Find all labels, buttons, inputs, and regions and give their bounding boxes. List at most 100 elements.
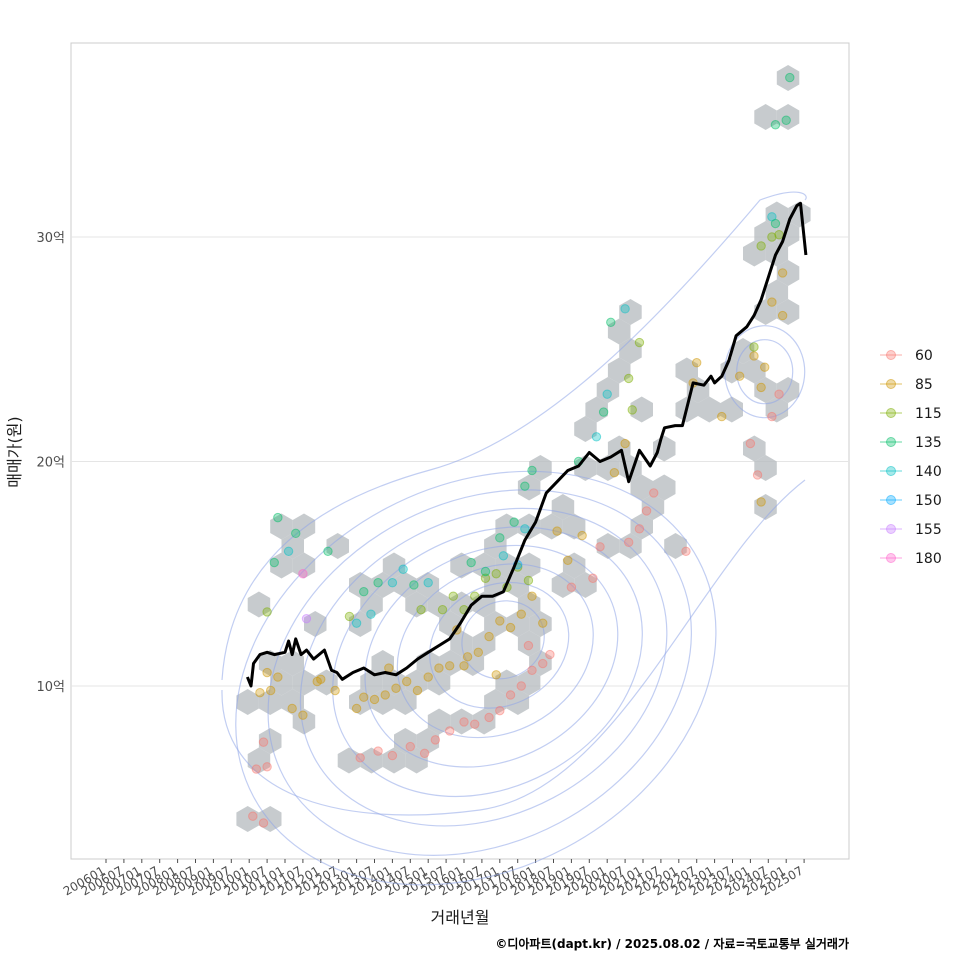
hexbin-cell — [258, 728, 282, 754]
y-tick-label: 10억 — [36, 680, 65, 695]
scatter-point — [373, 578, 383, 588]
scatter-point — [620, 438, 630, 449]
hexbin-cell — [472, 708, 496, 735]
gridlines — [71, 236, 849, 687]
chart-caption: ©디아파트(dapt.kr) / 2025.08.02 / 자료=국토교통부 실… — [495, 936, 849, 951]
scatter-point — [623, 373, 634, 384]
scatter-point — [520, 524, 530, 534]
density-contour — [299, 507, 668, 827]
legend: 60 85 115 135 140 150 155 180 — [880, 348, 942, 567]
hexbin-cell — [450, 552, 473, 579]
scatter-point — [462, 652, 473, 662]
scatter-point — [273, 512, 283, 523]
scatter-point — [283, 546, 294, 556]
hexbin-cell — [574, 572, 597, 598]
scatter-point — [262, 607, 272, 617]
scatter-point — [566, 582, 577, 592]
scatter-point — [774, 389, 784, 399]
density-contour — [221, 191, 807, 681]
hexbin-cell — [405, 669, 428, 696]
scatter-point — [423, 672, 433, 682]
density-contour-layer — [221, 191, 807, 886]
legend-key-point — [886, 408, 896, 418]
legend-key-point — [886, 524, 896, 534]
hexbin-cell — [427, 591, 451, 618]
hexbin-cell — [416, 572, 440, 598]
scatter-point — [591, 432, 602, 442]
scatter-point — [767, 411, 777, 422]
scatter-point — [527, 591, 537, 601]
scatter-point — [777, 310, 788, 321]
hexbin-cell — [258, 806, 282, 832]
scatter-point — [355, 753, 365, 763]
hexbin-cell — [292, 669, 316, 696]
scatter-point — [351, 703, 362, 714]
hexbin-cell — [776, 65, 800, 91]
hexbin-cell — [776, 299, 800, 325]
hexbin-cell — [754, 221, 777, 247]
hexbin-cell — [349, 572, 372, 598]
scatter-point — [620, 304, 630, 314]
scatter-point — [495, 533, 505, 543]
legend-key-point — [886, 466, 896, 476]
scatter-point — [692, 358, 702, 368]
scatter-point — [423, 578, 433, 588]
scatter-point — [470, 719, 480, 729]
scatter-point — [498, 551, 509, 561]
scatter-point — [459, 717, 469, 727]
legend-label: 115 — [915, 406, 942, 422]
hexbin-cell — [484, 611, 507, 637]
scatter-point — [419, 748, 430, 759]
scatter-point — [301, 613, 312, 624]
scatter-point — [448, 591, 458, 601]
scatter-point — [770, 120, 781, 130]
hexbin-cell — [788, 201, 811, 228]
scatter-point — [756, 241, 766, 251]
scatter-point — [681, 546, 691, 556]
hexbin-cell — [743, 435, 766, 462]
scatter-point — [258, 737, 269, 747]
scatter-point — [760, 362, 770, 372]
scatter-point — [505, 690, 516, 700]
scatter-point — [785, 72, 795, 83]
scatter-point — [380, 690, 390, 700]
legend-label: 85 — [915, 377, 933, 393]
hexbin-cell — [315, 669, 338, 696]
scatter-point — [359, 692, 369, 702]
y-axis-tick-labels: 10억 20억 30억 — [36, 231, 65, 695]
scatter-point — [649, 488, 659, 498]
scatter-point — [437, 604, 448, 615]
hexbin-cell — [270, 669, 293, 696]
hexbin-cell — [754, 494, 777, 520]
hexbin-cell — [574, 416, 597, 442]
hexbin-cell — [495, 513, 518, 540]
density-contour — [332, 526, 643, 798]
scatter-point — [516, 609, 526, 619]
hexbin-cell — [529, 455, 552, 481]
density-contour — [364, 544, 619, 768]
x-axis-tick-labels: 2006012006072007012007072008012008072009… — [61, 859, 806, 899]
y-axis-title: 매매가(원) — [5, 416, 24, 487]
scatter-point — [774, 230, 784, 240]
legend-label: 150 — [915, 493, 942, 509]
hexbin-cell — [371, 689, 394, 715]
scatter-point — [495, 705, 505, 716]
legend-label: 140 — [915, 464, 942, 480]
scatter-point — [265, 685, 276, 696]
scatter-point — [248, 811, 258, 821]
legend-key-point — [886, 495, 896, 505]
hexbin-cell — [360, 747, 383, 774]
median-price-line-layer — [246, 201, 808, 688]
scatter-point — [609, 468, 620, 478]
scatter-point — [484, 631, 494, 642]
hexbin-cell — [405, 591, 428, 618]
scatter-point — [369, 694, 380, 705]
median-price-line — [246, 201, 808, 688]
hexbin-cell — [529, 611, 552, 637]
scatter-point — [770, 218, 781, 229]
scatter-point — [398, 564, 408, 574]
scatter-point — [359, 587, 369, 597]
scatter-point — [444, 726, 455, 736]
density-contour — [221, 479, 806, 816]
scatter-point — [444, 661, 455, 671]
